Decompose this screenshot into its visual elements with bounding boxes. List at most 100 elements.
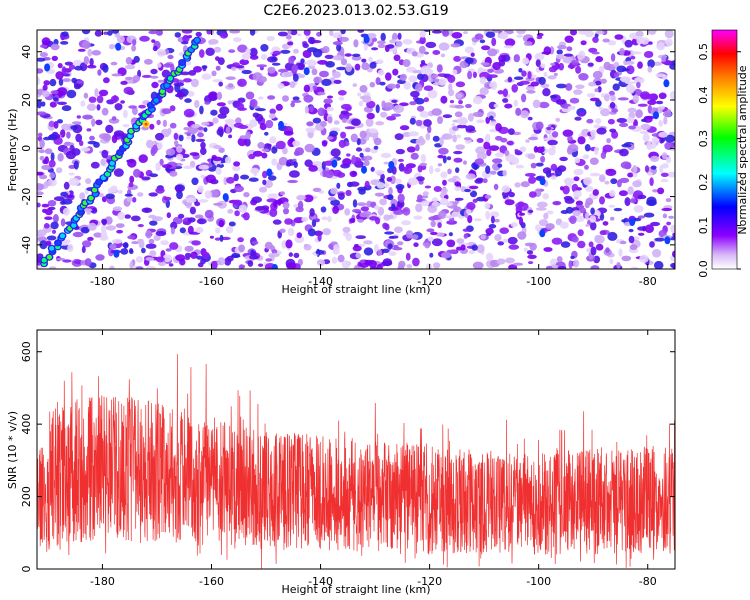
spectrogram-cell xyxy=(377,249,383,256)
spectrogram-cell xyxy=(322,46,330,54)
spectrogram-cell xyxy=(44,148,53,155)
ridge-cell xyxy=(96,179,102,185)
spectrogram-cell xyxy=(187,225,194,235)
spectrogram-cell xyxy=(570,30,577,36)
spectrogram-cell xyxy=(536,201,548,208)
spectrogram-cell xyxy=(585,185,594,192)
spectrogram-cell xyxy=(472,71,477,79)
spectrogram-cell xyxy=(453,55,462,62)
spectrogram-cell xyxy=(128,105,137,109)
spectrogram-cell xyxy=(553,72,558,77)
spectrogram-cell xyxy=(562,129,574,137)
spectrogram-cell xyxy=(558,62,565,71)
spectrogram-cell xyxy=(425,263,433,269)
spectrogram-cell xyxy=(410,152,419,160)
spectrogram-cell xyxy=(47,200,57,207)
spectrogram-cell xyxy=(522,57,530,65)
spectrogram-cell xyxy=(657,187,665,195)
spectrogram-cell xyxy=(311,219,317,228)
spectrogram-cell xyxy=(350,133,358,143)
x-tick-label: -140 xyxy=(308,275,333,288)
spectrogram-cell xyxy=(98,89,109,97)
spectrogram-cell xyxy=(288,56,295,65)
spectrogram-cell xyxy=(409,117,416,125)
spectrogram-cell xyxy=(250,167,260,174)
spectrogram-cell xyxy=(619,76,627,82)
ridge-cell xyxy=(59,233,66,239)
spectrogram-cell xyxy=(160,240,169,246)
spectrogram-cell xyxy=(658,131,668,138)
spectrogram-cell xyxy=(414,97,425,105)
spectrogram-cell xyxy=(504,103,513,109)
spectrogram-cell xyxy=(583,176,593,186)
spectrogram-cell xyxy=(422,191,429,196)
spectrogram-cell xyxy=(353,39,359,48)
spectrogram-cell xyxy=(460,244,466,251)
spectrogram-cell xyxy=(287,227,295,237)
spectrogram-cell xyxy=(670,224,675,233)
spectrogram-cell xyxy=(413,242,419,247)
spectrogram-cell xyxy=(229,30,241,34)
spectrogram-cell xyxy=(89,135,95,141)
spectrogram-cell xyxy=(194,100,200,108)
spectrogram-cell xyxy=(446,156,452,161)
spectrogram-cell xyxy=(639,130,651,134)
spectrogram-cell xyxy=(473,218,482,222)
spectrogram-cell xyxy=(359,85,368,93)
spectrogram-cell xyxy=(377,43,386,49)
spectrogram-cell xyxy=(502,98,509,103)
spectrogram-cell xyxy=(178,134,184,142)
spectrogram-cell xyxy=(590,207,595,215)
spectrogram-cell xyxy=(668,215,674,219)
x-tick-label: -100 xyxy=(526,275,551,288)
spectrogram-cell xyxy=(249,98,258,108)
spectrogram-cell xyxy=(630,266,639,269)
spectrogram-cell xyxy=(599,196,605,205)
spectrogram-cell xyxy=(618,190,628,197)
spectrogram-cell xyxy=(201,251,210,259)
spectrogram-cell xyxy=(251,240,259,245)
spectrogram-cell xyxy=(285,34,292,40)
spectrogram-cell xyxy=(573,89,583,95)
spectrogram-cell xyxy=(451,32,463,39)
spectrogram-cell xyxy=(124,193,133,197)
spectrogram-cell xyxy=(81,30,91,35)
spectrogram-cell xyxy=(437,116,443,125)
snr-panel: -180 -160 -140 -120 -100 -80 0 200 400 600 Heigh… xyxy=(6,329,676,596)
spectrogram-cell xyxy=(351,155,357,164)
spectrogram-cell xyxy=(437,222,442,229)
spectrogram-cell xyxy=(648,41,653,45)
y-tick-label: 20 xyxy=(20,93,33,107)
spectrogram-cell xyxy=(507,76,513,83)
spectrogram-cell xyxy=(661,55,667,63)
spectrogram-cell xyxy=(306,59,317,67)
spectrogram-cell xyxy=(437,154,445,159)
spectrogram-cell xyxy=(514,149,519,153)
spectrogram-cell xyxy=(464,188,471,193)
spectrogram-cell xyxy=(272,219,282,225)
spectrogram-cell xyxy=(49,101,57,108)
spectrogram-cell xyxy=(653,111,659,120)
spectrogram-cell xyxy=(70,125,78,130)
spectrogram-cell xyxy=(183,165,193,169)
spectrogram-cell xyxy=(571,59,579,66)
spectrogram-cell xyxy=(258,96,264,100)
spectrogram-cell xyxy=(312,117,322,124)
spectrogram-cell xyxy=(287,30,292,35)
spectrogram-cell xyxy=(431,238,443,247)
spectrogram-cell xyxy=(388,251,397,256)
spectrogram-cell xyxy=(327,116,333,124)
spectrogram-cell xyxy=(56,167,63,174)
spectrogram-cell xyxy=(349,218,356,223)
spectrogram-cell xyxy=(131,44,137,52)
spectrogram-cell xyxy=(132,39,137,46)
spectrogram-cell xyxy=(488,224,497,229)
spectrogram-cell xyxy=(624,81,636,85)
spectrogram-cell xyxy=(432,50,441,55)
spectrogram-cell xyxy=(52,214,59,223)
spectrogram-cell xyxy=(37,233,43,238)
spectrogram-cell xyxy=(340,131,347,139)
spectrogram-cell xyxy=(105,225,117,231)
top-x-axis-label: Height of straight line (km) xyxy=(281,283,430,296)
spectrogram-cell xyxy=(535,224,541,232)
